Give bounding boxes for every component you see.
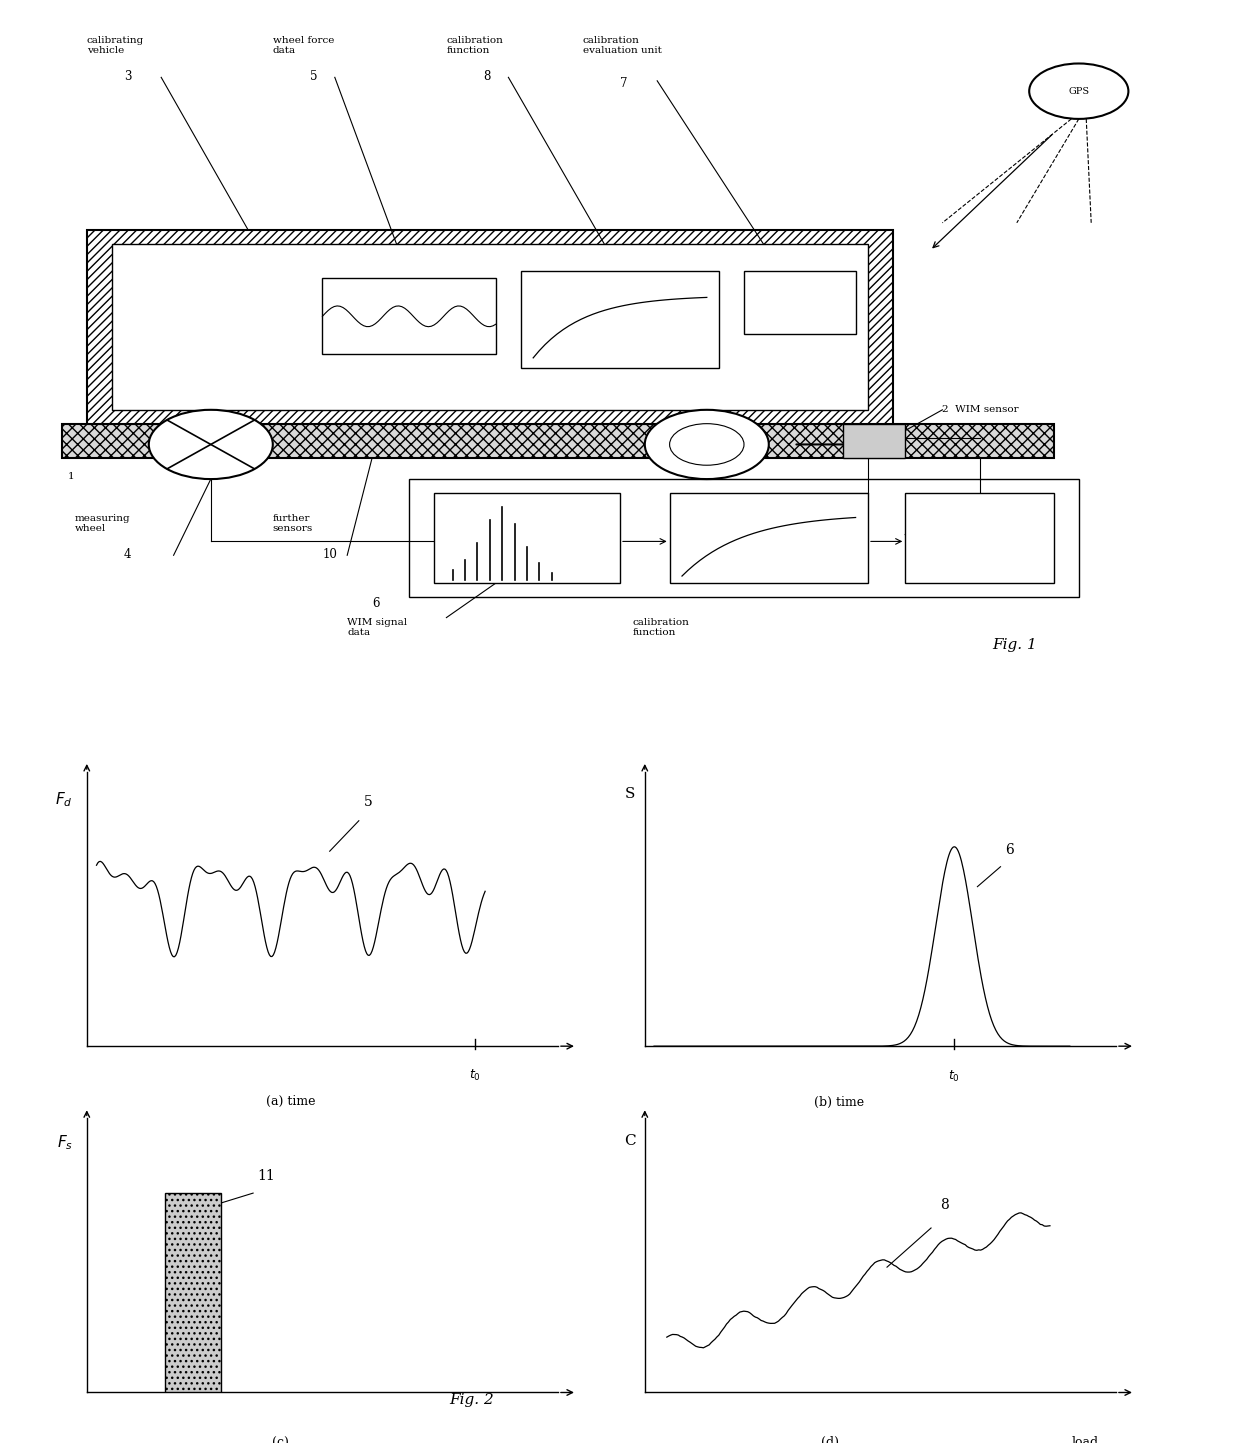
Text: calibration
evaluation unit: calibration evaluation unit — [583, 36, 662, 55]
Text: S: S — [625, 786, 636, 801]
Bar — [322, 278, 496, 355]
Circle shape — [645, 410, 769, 479]
Bar — [165, 1193, 221, 1392]
Bar — [87, 229, 893, 424]
Text: Fig. 2: Fig. 2 — [449, 1392, 494, 1407]
Text: (d): (d) — [821, 1436, 838, 1443]
Text: 7: 7 — [620, 78, 627, 91]
Bar — [670, 494, 868, 583]
Text: 3: 3 — [124, 71, 131, 84]
Text: further
sensors: further sensors — [273, 514, 312, 532]
Text: 4: 4 — [124, 548, 131, 561]
Text: (c): (c) — [273, 1437, 289, 1443]
Bar — [521, 271, 719, 368]
Text: 5: 5 — [310, 71, 317, 84]
Text: 5: 5 — [363, 795, 372, 808]
Text: C: C — [625, 1134, 636, 1149]
Circle shape — [1029, 63, 1128, 118]
Bar — [434, 494, 620, 583]
Text: 6: 6 — [1006, 843, 1014, 857]
Bar — [905, 494, 1054, 583]
Bar — [843, 424, 905, 459]
Bar — [409, 479, 1079, 597]
Text: 10: 10 — [322, 548, 337, 561]
Text: GPS: GPS — [1068, 87, 1090, 95]
Text: 9  WIM evaluating
       unit: 9 WIM evaluating unit — [942, 518, 1039, 537]
Text: 8: 8 — [940, 1198, 949, 1212]
Text: $t_0$: $t_0$ — [470, 1068, 481, 1082]
Bar — [62, 424, 1054, 459]
Text: calibrating
vehicle: calibrating vehicle — [87, 36, 144, 55]
Bar — [744, 271, 856, 333]
Text: $F_s$: $F_s$ — [57, 1133, 73, 1152]
Text: $t_0$: $t_0$ — [949, 1069, 960, 1084]
Text: 8: 8 — [484, 71, 491, 84]
Text: 6: 6 — [372, 597, 379, 610]
Text: measuring
wheel: measuring wheel — [74, 514, 130, 532]
Circle shape — [149, 410, 273, 479]
Text: load: load — [1071, 1436, 1099, 1443]
Text: 1: 1 — [68, 472, 74, 481]
Text: calibration
function: calibration function — [446, 36, 503, 55]
Text: (b) time: (b) time — [813, 1097, 864, 1110]
Bar — [112, 244, 868, 410]
Text: 2  WIM sensor: 2 WIM sensor — [942, 405, 1019, 414]
Text: WIM signal
data: WIM signal data — [347, 618, 407, 636]
Text: calibration
function: calibration function — [632, 618, 689, 636]
Text: 8: 8 — [831, 569, 838, 582]
Text: 11: 11 — [258, 1169, 275, 1183]
Text: Fig. 1: Fig. 1 — [992, 638, 1037, 652]
Text: (a) time: (a) time — [267, 1095, 315, 1108]
Text: $F_d$: $F_d$ — [55, 791, 72, 810]
Text: wheel force
data: wheel force data — [273, 36, 334, 55]
